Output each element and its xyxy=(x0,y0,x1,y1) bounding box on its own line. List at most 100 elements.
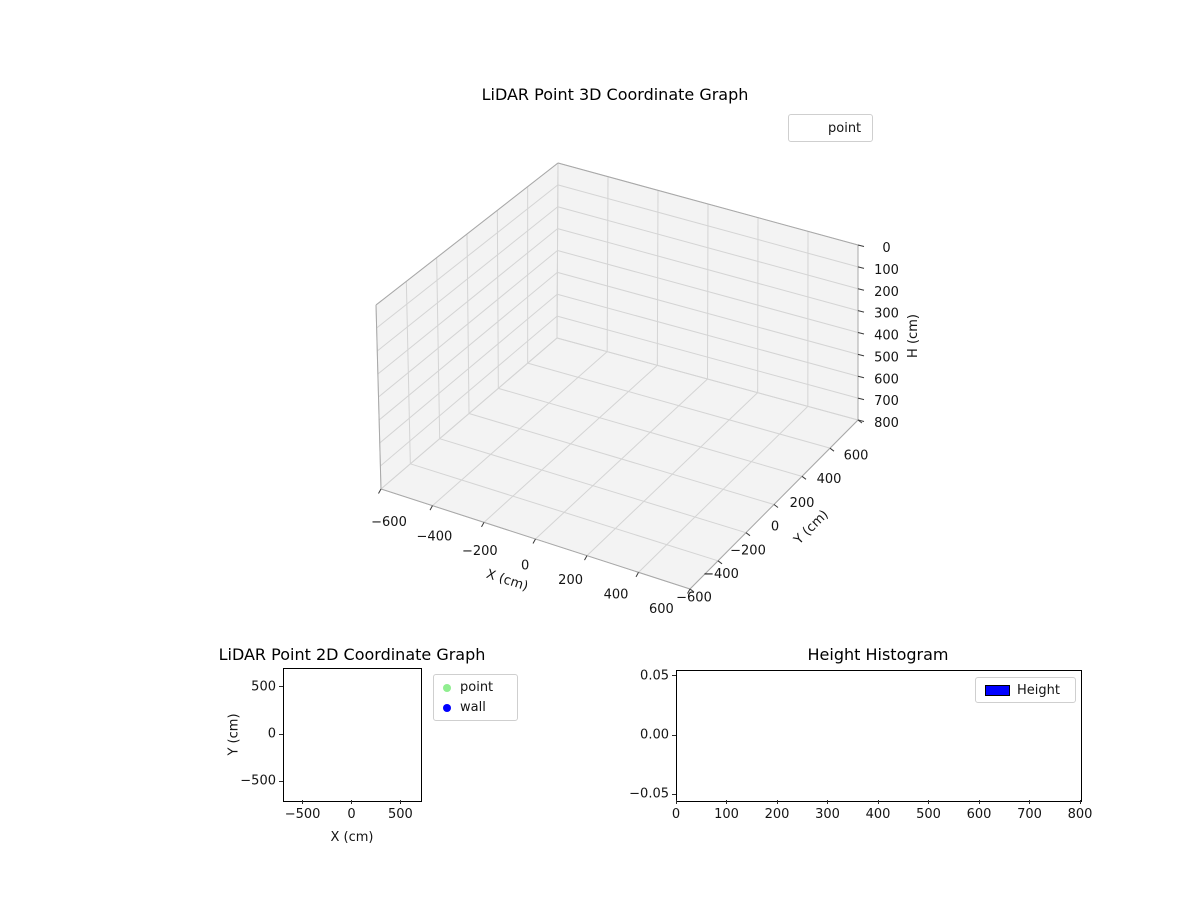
plot3d-zlabel: H (cm) xyxy=(906,314,921,358)
hist-x-tick-label: 500 xyxy=(916,807,941,822)
point-marker-blank xyxy=(798,124,819,132)
z-tick-label-3d: 0 xyxy=(882,241,890,256)
plot3d-title: LiDAR Point 3D Coordinate Graph xyxy=(481,85,749,104)
grid-line-3d xyxy=(376,184,559,329)
hist-title: Height Histogram xyxy=(807,645,949,664)
pane-3d xyxy=(381,338,858,589)
hist-legend-label: Height xyxy=(1017,682,1060,698)
y-tick-label-3d: 200 xyxy=(790,496,815,511)
x-tick-label-3d: −400 xyxy=(417,530,453,545)
z-tick-mark-3d xyxy=(857,244,865,247)
plot3d-axes: −600−400−2000200400600−600−400−200020040… xyxy=(371,162,921,617)
y-tick-mark-3d xyxy=(829,447,835,452)
plot2d-legend-label-wall: wall xyxy=(460,700,486,715)
plot2d-y-tick-mark xyxy=(279,733,283,735)
plot2d-xlabel: X (cm) xyxy=(330,830,374,845)
grid-line-3d xyxy=(707,203,709,380)
z-tick-mark-3d xyxy=(857,310,865,313)
x-tick-mark-3d xyxy=(687,588,691,594)
x-tick-mark-3d xyxy=(429,505,433,511)
y-tick-label-3d: 400 xyxy=(817,472,842,487)
grid-line-3d xyxy=(656,190,659,366)
plot2d-x-tick-label: 500 xyxy=(388,807,413,822)
axis-spine-3d xyxy=(375,162,559,306)
hist-y-tick-mark xyxy=(672,734,676,736)
grid-line-3d xyxy=(378,271,558,421)
x-tick-label-3d: −600 xyxy=(371,515,407,530)
grid-line-3d xyxy=(606,176,609,352)
hist-x-tick-mark xyxy=(1029,800,1030,804)
z-tick-mark-3d xyxy=(857,288,865,291)
plot2d-x-tick-mark xyxy=(351,800,352,804)
z-tick-label-3d: 800 xyxy=(874,416,899,431)
z-tick-mark-3d xyxy=(857,397,865,401)
axis-spine-3d xyxy=(557,162,859,246)
y-tick-mark-3d xyxy=(717,560,723,565)
z-tick-mark-3d xyxy=(857,332,865,335)
hist-x-tick-mark xyxy=(928,800,929,804)
y-tick-label-3d: −400 xyxy=(703,567,739,582)
y-tick-label-3d: −200 xyxy=(730,543,766,558)
plot2d-legend-label-point: point xyxy=(460,680,494,695)
y-tick-mark-3d xyxy=(801,475,807,480)
wall-marker-dot xyxy=(443,703,451,712)
hist-y-tick-label: −0.05 xyxy=(629,786,669,802)
hist-x-tick-label: 600 xyxy=(966,807,992,822)
hist-x-tick-label: 300 xyxy=(815,807,840,822)
y-tick-mark-3d xyxy=(773,504,779,508)
hist-x-tick-mark xyxy=(726,800,727,804)
plot2d-legend-item-point: point xyxy=(434,678,517,698)
grid-line-3d xyxy=(638,405,809,573)
hist-x-tick-mark xyxy=(776,800,778,804)
plot2d-y-tick-label: 500 xyxy=(251,679,276,695)
grid-line-3d xyxy=(432,351,608,507)
hist-y-tick-label: 0.00 xyxy=(640,727,669,743)
plot2d-y-tick-mark xyxy=(279,686,283,688)
hist-y-tick-mark xyxy=(672,793,676,795)
z-tick-label-3d: 100 xyxy=(874,263,899,278)
grid-line-3d xyxy=(380,315,558,467)
plot2d-x-tick-mark xyxy=(302,800,304,804)
plot3d-legend-item-point: point xyxy=(789,118,872,138)
grid-line-3d xyxy=(376,206,559,352)
hist-x-tick-mark xyxy=(827,800,828,804)
x-tick-mark-3d xyxy=(584,555,588,561)
plot2d-x-tick-label: 0 xyxy=(347,807,356,822)
hist-y-tick-mark xyxy=(672,675,676,677)
y-tick-mark-3d xyxy=(689,588,695,593)
grid-line-3d xyxy=(377,228,558,375)
grid-line-3d xyxy=(379,293,558,444)
hist-x-tick-label: 100 xyxy=(714,807,739,822)
hist-x-tick-label: 800 xyxy=(1067,807,1093,822)
z-tick-mark-3d xyxy=(857,419,865,422)
plot2d-y-tick-label: 0 xyxy=(267,726,276,742)
grid-line-3d xyxy=(378,250,558,398)
hist-legend-item-height: Height xyxy=(976,680,1075,700)
grid-line-3d xyxy=(535,378,708,540)
plot2d-x-tick-label: −500 xyxy=(284,807,321,822)
height-bar-swatch xyxy=(985,684,1010,696)
hist-x-tick-mark xyxy=(675,800,677,804)
grid-line-3d xyxy=(556,162,559,339)
hist-x-tick-mark xyxy=(978,800,980,804)
plot2d-x-tick-mark xyxy=(399,800,401,804)
grid-line-3d xyxy=(380,337,558,490)
hist-x-tick-label: 0 xyxy=(671,807,681,822)
x-tick-label-3d: 400 xyxy=(604,588,629,603)
z-tick-label-3d: 300 xyxy=(874,307,899,322)
y-tick-label-3d: −600 xyxy=(676,591,712,606)
grid-line-3d xyxy=(586,392,759,557)
plot2d-legend: point wall xyxy=(433,674,518,721)
x-tick-mark-3d xyxy=(635,572,639,578)
z-tick-mark-3d xyxy=(857,266,865,269)
x-tick-label-3d: 0 xyxy=(521,559,529,574)
plot2d-title: LiDAR Point 2D Coordinate Graph xyxy=(218,645,486,664)
y-tick-label-3d: 0 xyxy=(771,520,779,535)
x-tick-mark-3d xyxy=(378,488,382,494)
x-tick-label-3d: −200 xyxy=(462,544,498,559)
z-tick-label-3d: 200 xyxy=(874,285,899,300)
plot2d-y-tick-mark xyxy=(279,780,283,782)
plot2d-axes xyxy=(283,668,422,802)
x-tick-mark-3d xyxy=(481,522,485,528)
